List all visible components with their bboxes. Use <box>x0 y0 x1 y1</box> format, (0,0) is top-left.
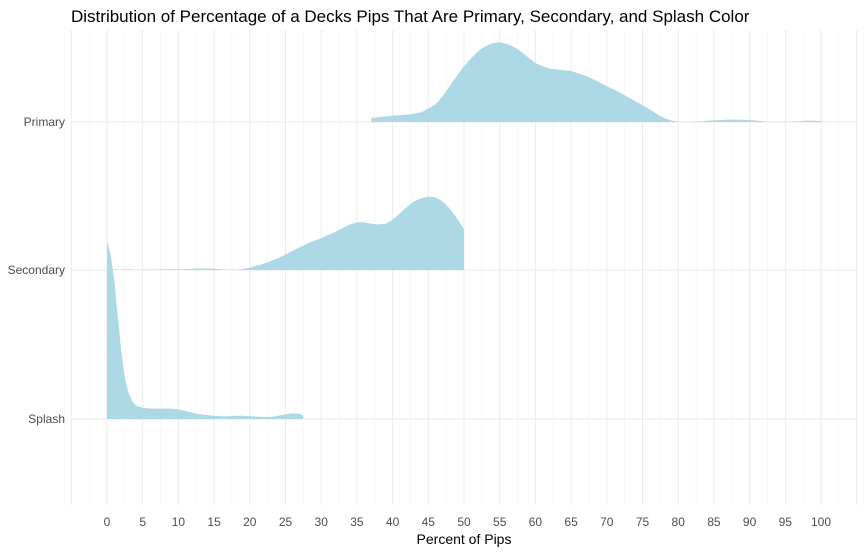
x-tick-label: 85 <box>707 515 721 529</box>
x-tick-label: 65 <box>564 515 578 529</box>
x-tick-label: 90 <box>743 515 757 529</box>
x-tick-label: 70 <box>600 515 614 529</box>
y-tick-label-secondary: Secondary <box>8 263 65 277</box>
x-tick-label: 20 <box>243 515 257 529</box>
x-tick-label: 95 <box>779 515 793 529</box>
x-tick-label: 35 <box>350 515 364 529</box>
density-ridges <box>107 42 825 419</box>
y-tick-label-primary: Primary <box>24 115 65 129</box>
x-tick-label: 55 <box>493 515 507 529</box>
x-tick-label: 0 <box>104 515 111 529</box>
x-tick-label: 40 <box>386 515 400 529</box>
x-axis-label: Percent of Pips <box>417 531 512 547</box>
x-tick-label: 50 <box>457 515 471 529</box>
x-tick-label: 25 <box>279 515 293 529</box>
y-tick-label-splash: Splash <box>28 412 65 426</box>
x-tick-label: 100 <box>811 515 831 529</box>
ridge-splash <box>107 240 304 419</box>
x-tick-label: 10 <box>172 515 186 529</box>
ridge-primary <box>371 42 825 122</box>
x-tick-label: 60 <box>529 515 543 529</box>
x-tick-label: 5 <box>139 515 146 529</box>
x-tick-label: 80 <box>672 515 686 529</box>
x-axis-ticks: 0 5 10 15 20 25 30 35 40 45 50 55 60 65 70 75 80 85 90 95 10… <box>104 515 832 529</box>
chart-title: Distribution of Percentage of a Decks Pi… <box>71 7 750 26</box>
x-tick-label: 45 <box>422 515 436 529</box>
x-tick-label: 75 <box>636 515 650 529</box>
x-tick-label: 15 <box>207 515 221 529</box>
ridge-secondary <box>107 196 464 270</box>
x-tick-label: 30 <box>315 515 329 529</box>
y-axis-ticks: Primary Secondary Splash <box>8 115 65 426</box>
